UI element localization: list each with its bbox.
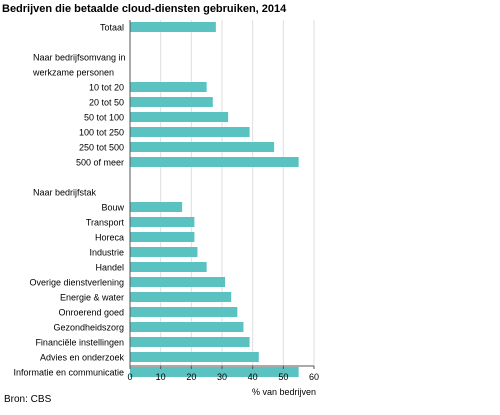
category-label: Handel [95, 263, 124, 273]
category-label: Informatie en communicatie [13, 368, 124, 378]
category-label: 250 tot 500 [79, 143, 124, 153]
bar [130, 277, 226, 287]
category-label: Overige dienstverlening [29, 278, 124, 288]
source-note: Bron: CBS [4, 394, 52, 405]
bar [130, 262, 207, 272]
category-label: 500 of meer [76, 158, 124, 168]
bar [130, 337, 250, 347]
x-tick-label: 20 [186, 372, 196, 382]
category-label: Financiële instellingen [35, 338, 124, 348]
bar [130, 292, 232, 302]
x-tick-label: 0 [127, 372, 132, 382]
bar [130, 127, 250, 137]
bar [130, 142, 275, 152]
bar [130, 247, 198, 257]
x-tick-label: 10 [156, 372, 166, 382]
bar [130, 82, 207, 92]
group-header-label: werkzame personen [32, 68, 114, 78]
group-header-label: Naar bedrijfsomvang in [33, 53, 126, 63]
category-label: Bouw [101, 203, 124, 213]
x-axis-label: % van bedrijven [252, 387, 316, 397]
bar [130, 202, 183, 212]
bar [130, 232, 195, 242]
x-tick-label: 30 [217, 372, 227, 382]
bar [130, 157, 299, 167]
bar [130, 97, 213, 107]
bar [130, 322, 244, 332]
bar [130, 352, 259, 362]
bar [130, 22, 216, 32]
x-tick-label: 50 [278, 372, 288, 382]
bar [130, 307, 238, 317]
group-header-label: Naar bedrijfstak [33, 188, 97, 198]
category-label: Gezondheidszorg [53, 323, 124, 333]
x-tick-label: 40 [248, 372, 258, 382]
category-label: 20 tot 50 [89, 98, 124, 108]
category-label: Horeca [95, 233, 124, 243]
category-label: 100 tot 250 [79, 128, 124, 138]
bar [130, 367, 299, 377]
chart-title: Bedrijven die betaalde cloud-diensten ge… [2, 3, 287, 15]
category-label: Onroerend goed [58, 308, 124, 318]
category-label: 10 tot 20 [89, 83, 124, 93]
bar [130, 217, 195, 227]
x-tick-label: 60 [309, 372, 319, 382]
category-label: Industrie [89, 248, 124, 258]
category-label: Transport [86, 218, 125, 228]
category-label: Advies en onderzoek [40, 353, 125, 363]
category-label: Energie & water [60, 293, 124, 303]
category-label: Totaal [100, 23, 124, 33]
category-label: 50 tot 100 [84, 113, 124, 123]
bar [130, 112, 229, 122]
